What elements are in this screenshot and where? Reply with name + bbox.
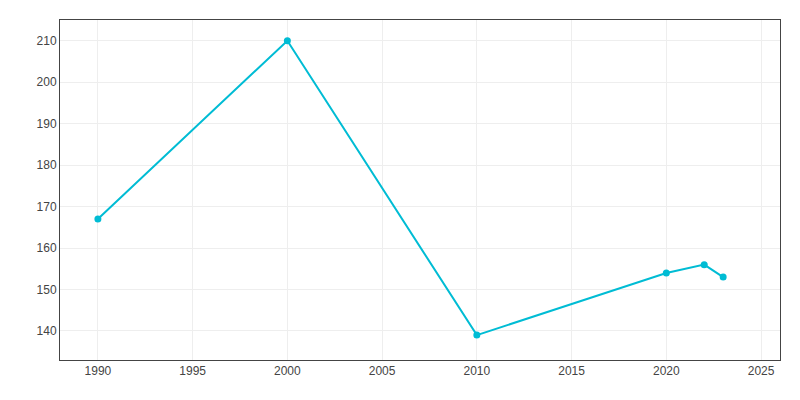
svg-text:160: 160: [37, 241, 57, 255]
svg-text:150: 150: [37, 283, 57, 297]
svg-text:210: 210: [37, 34, 57, 48]
svg-text:200: 200: [37, 75, 57, 89]
svg-text:2015: 2015: [558, 364, 585, 378]
svg-text:2005: 2005: [369, 364, 396, 378]
svg-text:1990: 1990: [85, 364, 112, 378]
svg-text:170: 170: [37, 200, 57, 214]
svg-text:2020: 2020: [653, 364, 680, 378]
svg-text:2025: 2025: [748, 364, 775, 378]
svg-text:140: 140: [37, 324, 57, 338]
svg-text:2000: 2000: [274, 364, 301, 378]
svg-text:2010: 2010: [463, 364, 490, 378]
svg-text:1995: 1995: [179, 364, 206, 378]
svg-text:180: 180: [37, 158, 57, 172]
svg-text:190: 190: [37, 117, 57, 131]
